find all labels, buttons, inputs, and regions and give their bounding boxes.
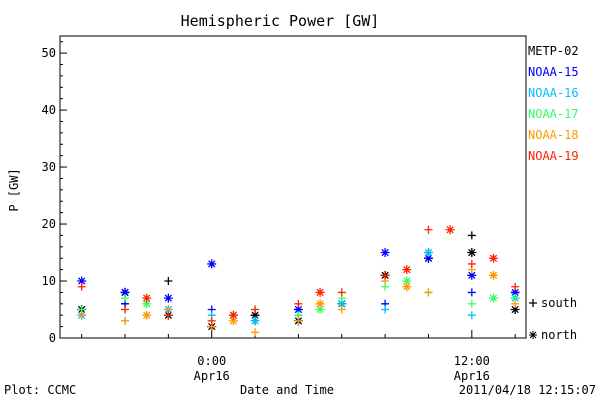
north-point xyxy=(250,316,260,326)
south-point xyxy=(467,288,476,297)
south-point xyxy=(511,299,520,308)
south-point xyxy=(424,288,433,297)
south-point xyxy=(164,311,173,320)
north-point xyxy=(142,310,152,320)
marker-legend: south north xyxy=(529,296,577,342)
y-tick-label: 30 xyxy=(42,160,56,174)
y-axis-label: P [GW] xyxy=(7,168,21,211)
north-point xyxy=(207,259,217,269)
data-points xyxy=(77,225,520,337)
footer-plot-by: Plot: CCMC xyxy=(4,383,76,397)
south-point xyxy=(121,294,130,303)
x-axis: 0:00Apr1612:00Apr160:00Apr1712:00Apr170:… xyxy=(81,330,516,383)
north-point xyxy=(315,299,325,309)
south-point xyxy=(164,277,173,286)
y-tick-label: 0 xyxy=(49,331,56,345)
south-point xyxy=(337,288,346,297)
north-point xyxy=(467,270,477,280)
north-point xyxy=(337,299,347,309)
north-point xyxy=(293,305,303,315)
x-tick-time: 0:00 xyxy=(197,354,226,368)
y-tick-label: 40 xyxy=(42,103,56,117)
north-point xyxy=(402,282,412,292)
south-point xyxy=(467,231,476,240)
north-point xyxy=(163,293,173,303)
north-point xyxy=(228,316,238,326)
y-tick-label: 20 xyxy=(42,217,56,231)
north-point xyxy=(315,287,325,297)
legend-item: NOAA-17 xyxy=(528,107,579,121)
south-point xyxy=(424,225,433,234)
south-point xyxy=(381,305,390,314)
south-point xyxy=(467,311,476,320)
north-point xyxy=(488,270,498,280)
y-tick-label: 50 xyxy=(42,46,56,60)
north-point xyxy=(250,310,260,320)
chart-title: Hemispheric Power [GW] xyxy=(181,12,380,30)
x-tick-time: 12:00 xyxy=(454,354,490,368)
south-point xyxy=(207,316,216,325)
north-point xyxy=(228,310,238,320)
north-point xyxy=(142,293,152,303)
x-tick-date: Apr16 xyxy=(454,369,490,383)
x-axis-label: Date and Time xyxy=(240,383,334,397)
north-point xyxy=(423,248,433,258)
star-marker-icon xyxy=(529,331,537,339)
legend-item: NOAA-16 xyxy=(528,86,579,100)
north-point xyxy=(142,299,152,309)
south-point xyxy=(467,299,476,308)
south-point xyxy=(467,259,476,268)
south-point xyxy=(77,282,86,291)
south-point xyxy=(294,316,303,325)
north-point xyxy=(488,253,498,263)
north-point xyxy=(77,276,87,286)
north-point xyxy=(510,287,520,297)
south-point xyxy=(337,305,346,314)
north-point xyxy=(467,248,477,258)
legend-item: METP-02 xyxy=(528,44,579,58)
north-point xyxy=(402,265,412,275)
south-point xyxy=(121,316,130,325)
north-point xyxy=(423,253,433,263)
south-point xyxy=(77,311,86,320)
plus-marker-icon xyxy=(529,299,537,307)
north-point xyxy=(488,293,498,303)
y-tick-label: 10 xyxy=(42,274,56,288)
marker-legend-label: south xyxy=(541,296,577,310)
legend-item: NOAA-15 xyxy=(528,65,579,79)
footer-timestamp: 2011/04/18 12:15:07 xyxy=(459,383,596,397)
plot-frame xyxy=(59,35,527,339)
marker-legend-label: north xyxy=(541,328,577,342)
legend: METP-02 NOAA-15 NOAA-16 NOAA-17 NOAA-18 NOAA-… xyxy=(528,44,579,163)
south-point xyxy=(511,282,520,291)
south-point xyxy=(294,299,303,308)
south-point xyxy=(251,328,260,337)
south-point xyxy=(121,305,130,314)
y-axis: 0 10 20 30 40 50 xyxy=(42,41,67,345)
north-point xyxy=(315,305,325,315)
north-point xyxy=(510,305,520,315)
legend-item: NOAA-18 xyxy=(528,128,579,142)
south-point xyxy=(251,305,260,314)
x-tick-date: Apr16 xyxy=(194,369,230,383)
north-point xyxy=(402,276,412,286)
south-point xyxy=(381,271,390,280)
north-point xyxy=(445,225,455,235)
north-point xyxy=(380,248,390,258)
legend-item: NOAA-19 xyxy=(528,149,579,163)
north-point xyxy=(120,287,130,297)
